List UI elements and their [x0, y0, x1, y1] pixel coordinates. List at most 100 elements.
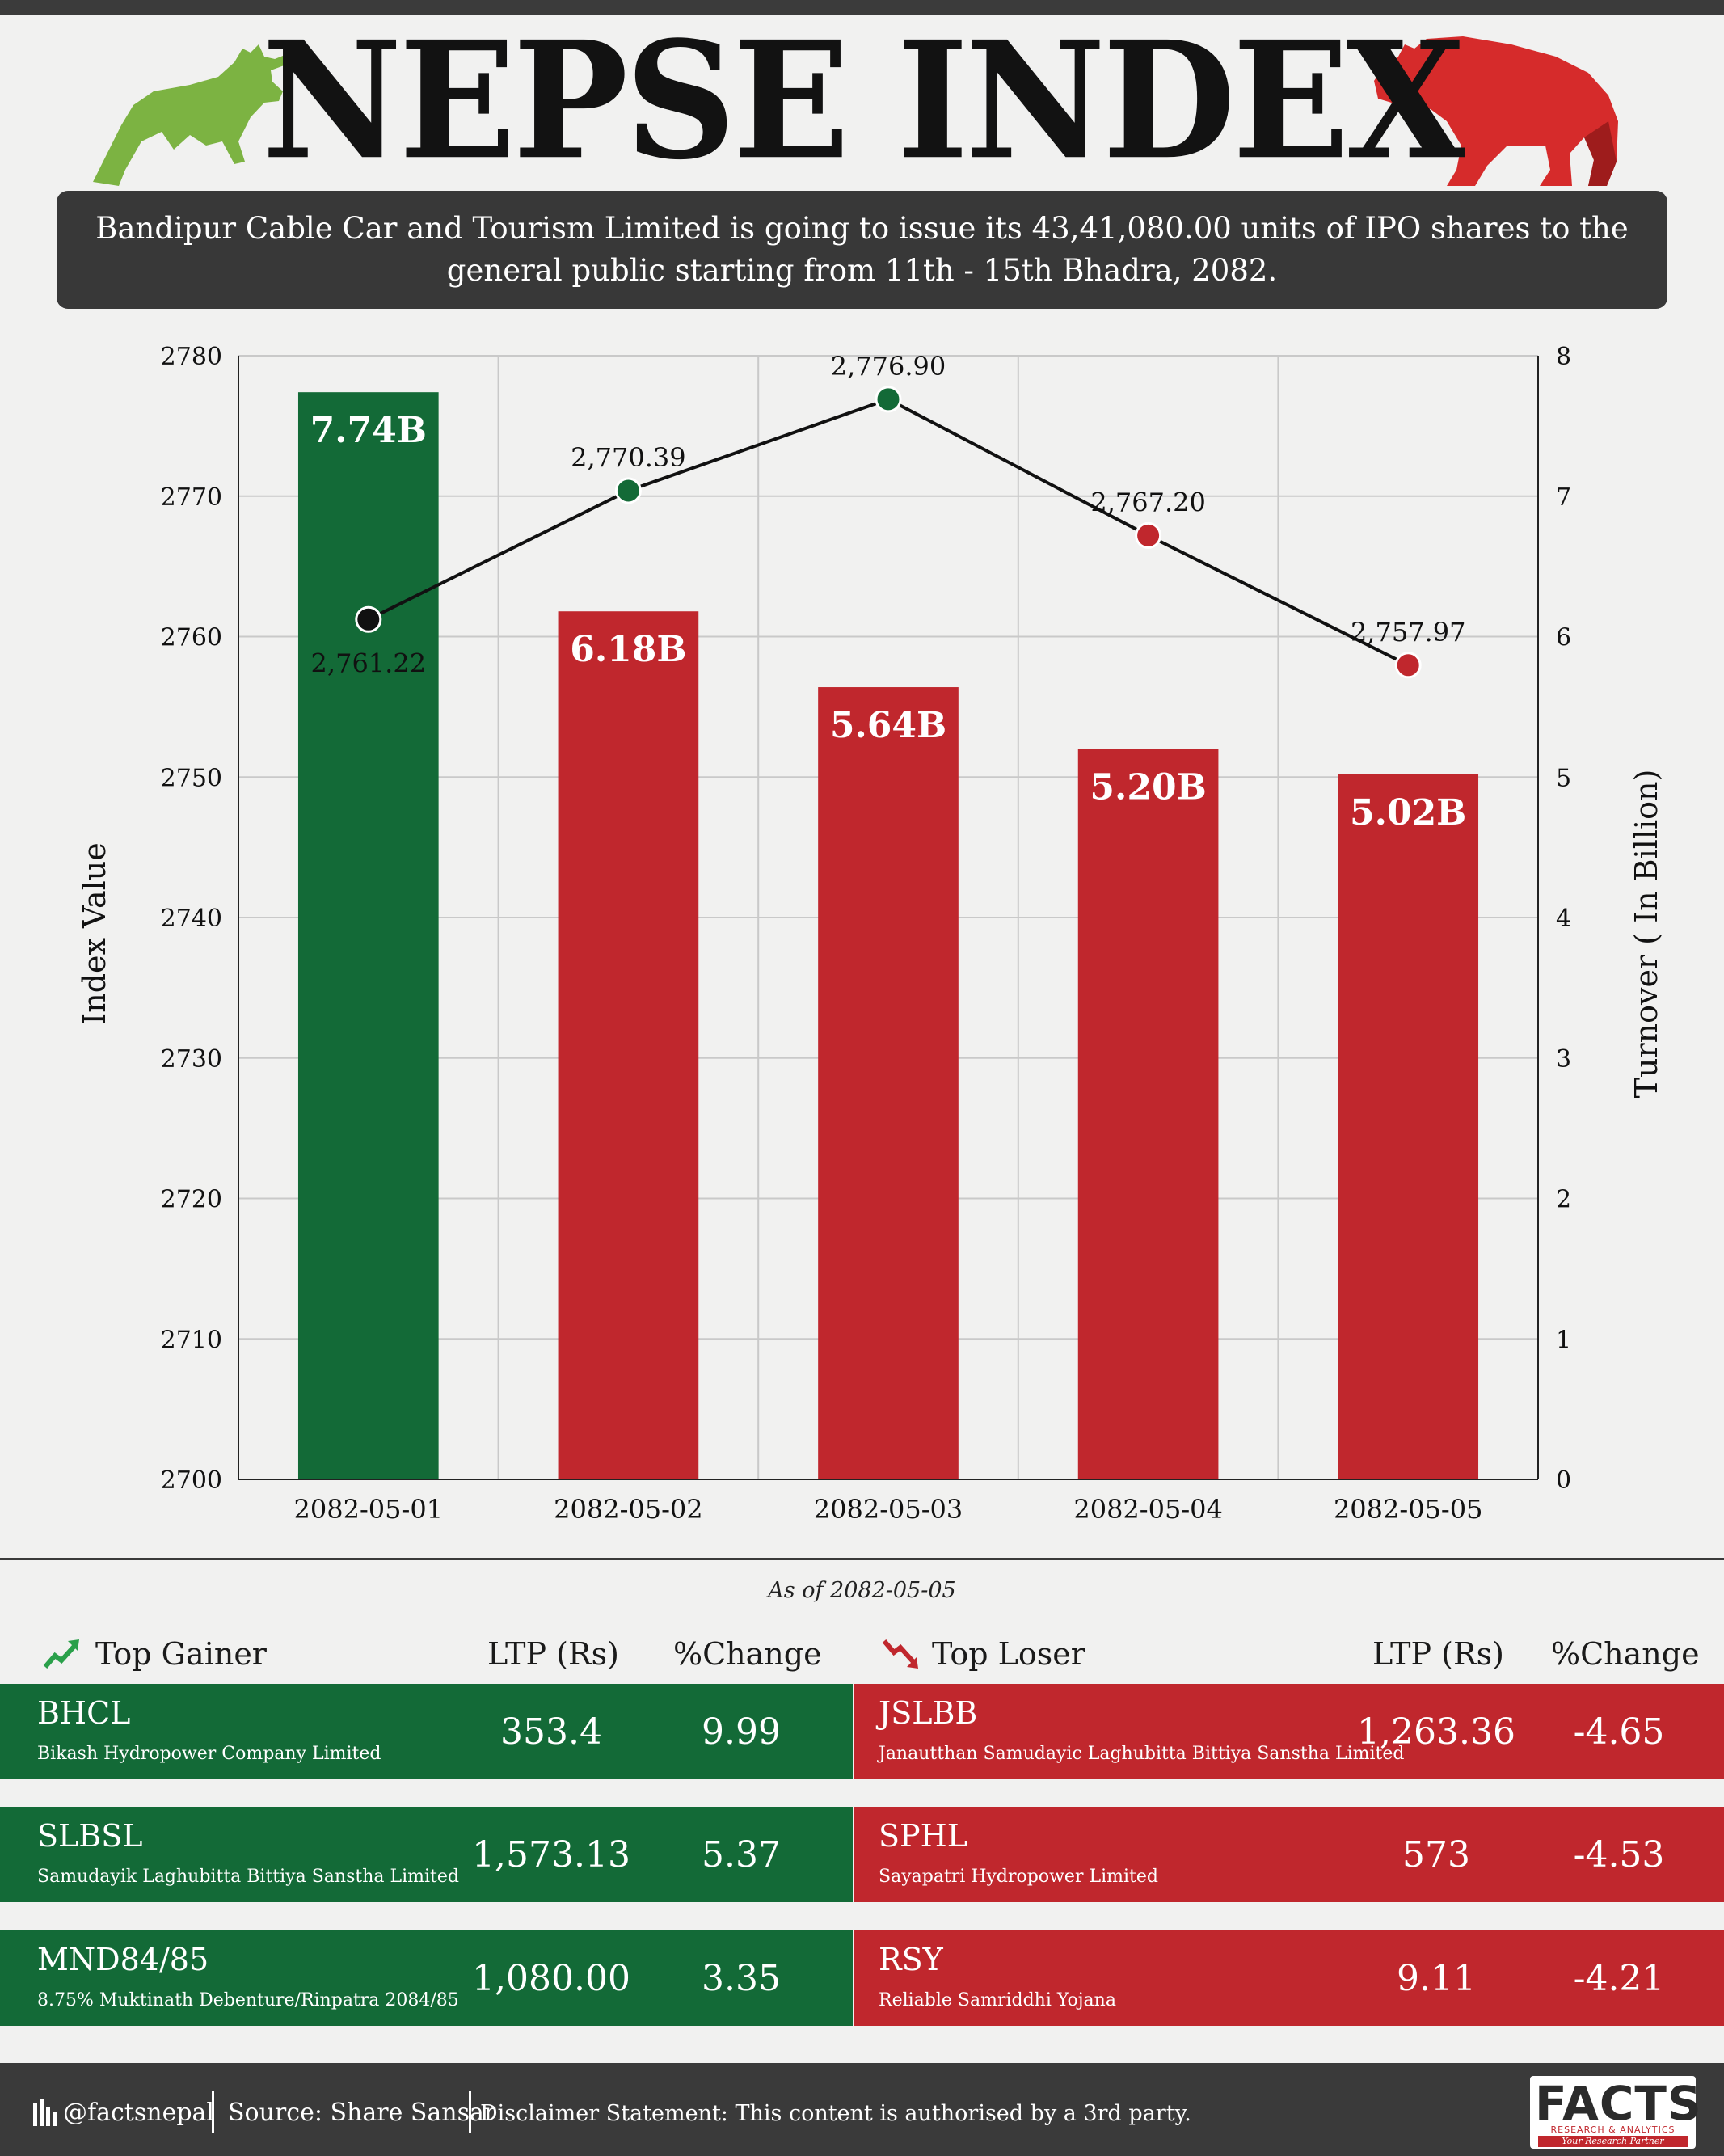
y2-tick-label: 4: [1556, 905, 1571, 933]
index-value-label: 2,757.97: [1351, 617, 1466, 648]
row-change: 3.35: [702, 1958, 781, 1999]
footer: @factsnepal Source: Share Sansar Disclai…: [0, 2063, 1724, 2156]
row-ltp: 353.4: [500, 1711, 602, 1753]
row-change: -4.65: [1573, 1711, 1665, 1753]
row-company: Sayapatri Hydropower Limited: [879, 1867, 1158, 1887]
nepse-chart: 2700 2710 2720 2730 2740 2750 2760 2770 2780 0 1 2 3…: [77, 343, 1664, 1525]
announcement-text: Bandipur Cable Car and Tourism Limited i…: [95, 211, 1629, 288]
gainer-header: Top Gainer LTP (Rs) %Change: [0, 1631, 853, 1677]
loser-header: Top Loser LTP (Rs) %Change: [854, 1631, 1724, 1677]
loser-col-ltp: LTP (Rs): [1372, 1636, 1504, 1672]
row-company: Bikash Hydropower Company Limited: [37, 1744, 381, 1764]
y-tick-label: 2750: [161, 764, 222, 792]
row-symbol: RSY: [879, 1942, 943, 1977]
bar-value-label: 5.02B: [1350, 792, 1466, 833]
facts-logo: FACTS RESEARCH & ANALYTICS Your Research…: [1530, 2076, 1702, 2149]
row-ltp: 573: [1402, 1834, 1470, 1875]
index-point: [355, 605, 382, 633]
row-change: -4.21: [1573, 1958, 1665, 1999]
y2-tick-label: 7: [1556, 483, 1571, 512]
footer-separator: [212, 2091, 214, 2133]
loser-row: JSLBB Janautthan Samudayic Laghubitta Bi…: [854, 1684, 1724, 1779]
row-ltp: 1,080.00: [472, 1958, 630, 1999]
x-tick-label: 2082-05-03: [814, 1494, 963, 1525]
row-ltp: 1,573.13: [472, 1834, 630, 1875]
logo-tagline: Your Research Partner: [1538, 2136, 1688, 2147]
y2-tick-label: 5: [1556, 764, 1571, 792]
index-value-label: 2,767.20: [1090, 487, 1206, 517]
row-symbol: MND84/85: [37, 1942, 209, 1977]
row-symbol: SLBSL: [37, 1818, 143, 1854]
bull-icon: [93, 44, 295, 186]
loser-row: SPHL Sayapatri Hydropower Limited 573 -4…: [854, 1807, 1724, 1902]
top-strip: [0, 0, 1724, 15]
as-of-date: As of 2082-05-05: [768, 1578, 956, 1603]
y2-tick-label: 8: [1556, 343, 1571, 371]
footer-handle[interactable]: @factsnepal: [63, 2099, 215, 2127]
footer-source: Source: Share Sansar: [228, 2099, 496, 2127]
bar-value-label: 5.20B: [1090, 767, 1206, 808]
bars-icon: [33, 2099, 57, 2126]
row-symbol: BHCL: [37, 1695, 131, 1731]
y-tick-label: 2780: [161, 343, 222, 371]
row-company: 8.75% Muktinath Debenture/Rinpatra 2084/…: [37, 1990, 459, 2010]
gainer-title: Top Gainer: [95, 1636, 267, 1672]
y-tick-label: 2740: [161, 905, 222, 933]
gainer-row: MND84/85 8.75% Muktinath Debenture/Rinpa…: [0, 1930, 853, 2026]
trend-down-icon: [882, 1639, 918, 1669]
turnover-bar: [297, 392, 439, 1479]
row-change: 5.37: [702, 1834, 781, 1875]
gainer-col-change: %Change: [673, 1636, 822, 1672]
y2-tick-label: 1: [1556, 1326, 1571, 1354]
y2-tick-label: 6: [1556, 624, 1571, 652]
y-tick-label: 2730: [161, 1045, 222, 1074]
row-symbol: JSLBB: [879, 1695, 978, 1731]
x-tick-label: 2082-05-02: [554, 1494, 703, 1525]
logo-text: FACTS: [1535, 2076, 1702, 2131]
index-point: [1394, 652, 1422, 679]
y-tick-label: 2770: [161, 483, 222, 512]
y2-tick-label: 3: [1556, 1045, 1571, 1074]
row-company: Reliable Samriddhi Yojana: [879, 1990, 1116, 2010]
index-point: [1135, 521, 1162, 549]
loser-row: RSY Reliable Samriddhi Yojana 9.11 -4.21: [854, 1930, 1724, 2026]
y-tick-label: 2700: [161, 1466, 222, 1495]
index-point: [614, 477, 642, 504]
announcement-banner: Bandipur Cable Car and Tourism Limited i…: [57, 191, 1667, 309]
logo-subtitle: RESEARCH & ANALYTICS: [1550, 2124, 1676, 2135]
turnover-bar: [1338, 774, 1479, 1479]
index-value-label: 2,761.22: [311, 648, 427, 678]
row-change: 9.99: [702, 1711, 781, 1753]
y2-tick-label: 2: [1556, 1186, 1571, 1214]
turnover-bar: [818, 687, 959, 1479]
trend-up-icon: [43, 1639, 79, 1669]
loser-title: Top Loser: [932, 1636, 1085, 1672]
index-point: [875, 386, 902, 413]
page-title: NEPSE INDEX: [261, 6, 1465, 196]
divider: [0, 1558, 1724, 1560]
turnover-bar: [558, 611, 699, 1479]
row-ltp: 1,263.36: [1357, 1711, 1515, 1753]
y-tick-label: 2760: [161, 624, 222, 652]
y-tick-label: 2720: [161, 1186, 222, 1214]
bar-value-label: 5.64B: [830, 705, 946, 746]
turnover-bar: [1077, 749, 1219, 1479]
row-company: Samudayik Laghubitta Bittiya Sanstha Lim…: [37, 1867, 459, 1887]
y-tick-label: 2710: [161, 1326, 222, 1354]
loser-col-change: %Change: [1551, 1636, 1700, 1672]
gainer-col-ltp: LTP (Rs): [487, 1636, 619, 1672]
y2-tick-label: 0: [1556, 1466, 1571, 1495]
y2-axis-title: Turnover ( In Billion): [1629, 770, 1664, 1099]
index-value-label: 2,770.39: [571, 442, 686, 473]
bear-icon: [1374, 36, 1618, 186]
y-axis-title: Index Value: [77, 842, 112, 1025]
x-tick-label: 2082-05-05: [1334, 1494, 1483, 1525]
bar-value-label: 7.74B: [310, 410, 427, 451]
footer-disclaimer: Disclaimer Statement: This content is au…: [480, 2101, 1191, 2126]
row-ltp: 9.11: [1397, 1958, 1476, 1999]
bar-value-label: 6.18B: [570, 629, 686, 670]
gainer-row: SLBSL Samudayik Laghubitta Bittiya Sanst…: [0, 1807, 853, 1902]
footer-separator: [469, 2091, 471, 2133]
x-tick-label: 2082-05-04: [1073, 1494, 1223, 1525]
index-value-label: 2,776.90: [831, 351, 946, 382]
